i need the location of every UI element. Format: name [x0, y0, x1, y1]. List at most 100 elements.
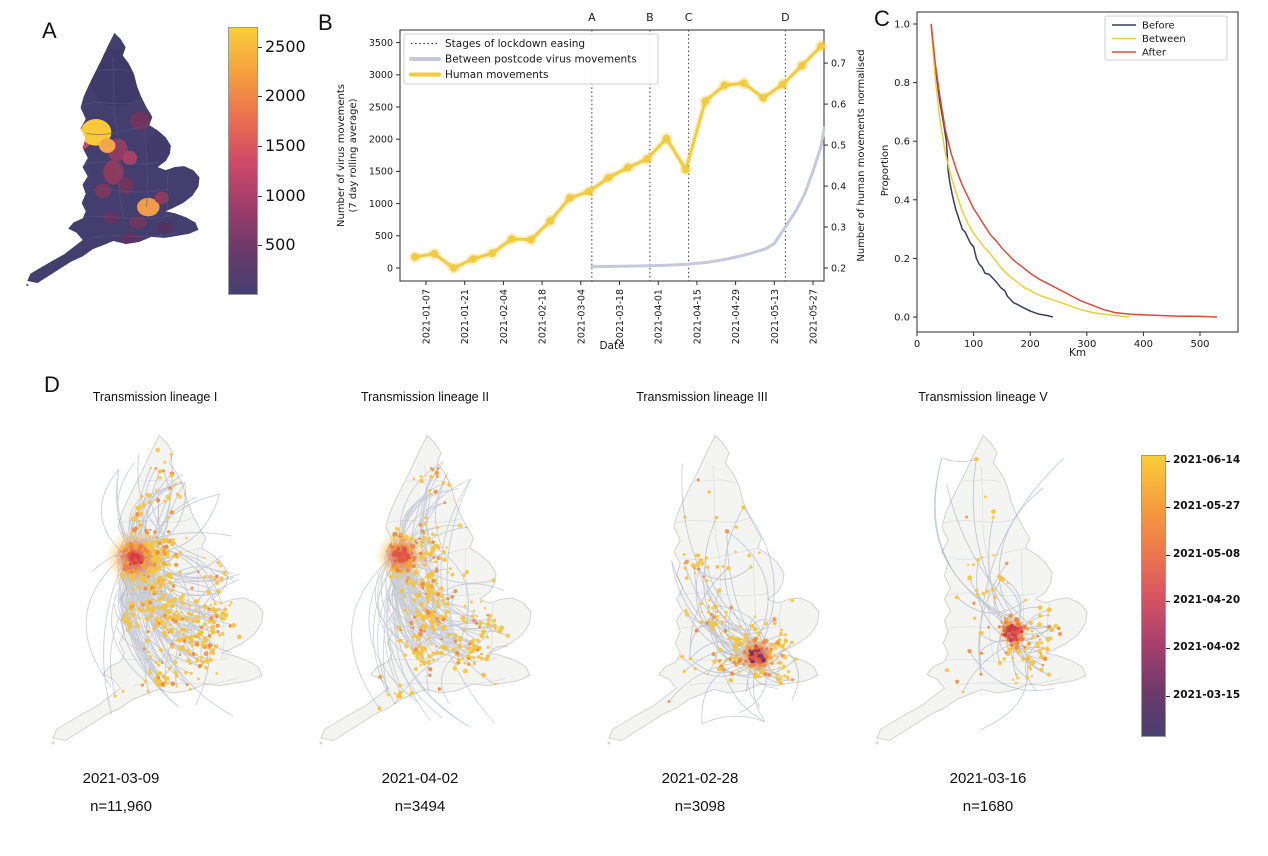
svg-text:0.2: 0.2 — [831, 263, 846, 274]
svg-text:3000: 3000 — [369, 70, 393, 81]
svg-text:2021-05-27: 2021-05-27 — [809, 289, 820, 344]
before-curve — [930, 23, 1053, 318]
svg-text:B: B — [646, 11, 654, 24]
svg-text:0: 0 — [914, 339, 920, 350]
panel-a-colorbar — [228, 27, 258, 295]
panel-a-colorbar-tick-label: 500 — [265, 235, 296, 255]
svg-text:2021-04-29: 2021-04-29 — [731, 289, 742, 344]
panel-d-colorbar-tick — [1166, 695, 1170, 697]
england-outline — [52, 434, 264, 742]
svg-text:Number of virus movements: Number of virus movements — [336, 84, 347, 227]
panel-d-colorbar-tick-label: 2021-04-20 — [1173, 594, 1241, 607]
panel-a-label: A — [42, 18, 58, 43]
panel-b-timeseries-chart: 0 500 1000 1500 2000 2500 3000 3500 0.2 0.3 0.4 0.5… — [336, 11, 867, 352]
svg-text:Proportion: Proportion — [880, 145, 891, 197]
lineage-1-map — [51, 434, 264, 745]
panel-a-colorbar-tick-label: 2500 — [265, 36, 306, 56]
panel-a-colorbar-tick — [258, 195, 262, 197]
after-curve — [930, 23, 1218, 318]
panel-a-colorbar-tick-label: 1500 — [265, 135, 306, 155]
svg-text:2021-03-18: 2021-03-18 — [615, 289, 626, 344]
svg-text:Stages of lockdown easing: Stages of lockdown easing — [445, 38, 585, 50]
panel-d-colorbar-tick-label: 2021-04-02 — [1173, 641, 1241, 654]
svg-text:A: A — [588, 11, 596, 24]
panel-d-colorbar-tick-label: 2021-05-27 — [1173, 500, 1241, 513]
panel-c-label: C — [874, 6, 891, 31]
lineage-5-map — [875, 434, 1088, 745]
panel-d-colorbar-tick — [1166, 507, 1170, 509]
panel-d-colorbar-tick — [1166, 601, 1170, 603]
svg-text:2000: 2000 — [369, 135, 393, 146]
svg-text:After: After — [1142, 48, 1167, 59]
svg-text:1500: 1500 — [369, 167, 393, 178]
svg-text:0.4: 0.4 — [894, 195, 910, 206]
between-curve — [930, 23, 1130, 318]
svg-text:Date: Date — [599, 340, 624, 352]
svg-text:0.4: 0.4 — [831, 181, 846, 192]
virus-movements-line — [590, 126, 826, 269]
panel-d-colorbar-tick-label: 2021-03-15 — [1173, 688, 1241, 701]
panel-d-colorbar-tick — [1166, 460, 1170, 462]
svg-text:0.2: 0.2 — [894, 254, 910, 265]
panel-c-distance-chart: 0 100 200 300 400 500 0.0 0.2 0.4 0.6 0.8 1.0 Km Prop… — [880, 11, 1239, 359]
svg-text:0.7: 0.7 — [831, 58, 846, 69]
svg-text:300: 300 — [1077, 339, 1096, 350]
panel-d-label: D — [44, 372, 61, 397]
svg-text:0.8: 0.8 — [894, 78, 910, 89]
svg-text:100: 100 — [964, 339, 983, 350]
panel-d-colorbar-tick — [1166, 648, 1170, 650]
panel-d-colorbar-tick-label: 2021-06-14 — [1173, 453, 1241, 466]
svg-text:0.6: 0.6 — [894, 137, 910, 148]
svg-text:400: 400 — [1134, 339, 1153, 350]
lineage-3-title: Transmission lineage III — [636, 390, 768, 404]
lineage-1-title: Transmission lineage I — [92, 390, 218, 404]
panel-b-label: B — [318, 10, 334, 35]
svg-text:(7 day rolling average): (7 day rolling average) — [348, 98, 359, 212]
svg-text:2021-04-01: 2021-04-01 — [654, 289, 665, 344]
svg-text:Between: Between — [1142, 34, 1186, 45]
svg-text:Before: Before — [1142, 21, 1175, 32]
lineage-3-count: n=3098 — [674, 798, 726, 815]
svg-text:2021-01-07: 2021-01-07 — [422, 289, 433, 344]
svg-text:2021-05-13: 2021-05-13 — [770, 289, 781, 344]
svg-text:2021-02-04: 2021-02-04 — [499, 289, 510, 344]
lineage-3-date: 2021-02-28 — [661, 770, 739, 787]
svg-text:0.0: 0.0 — [894, 313, 910, 324]
svg-text:2021-03-04: 2021-03-04 — [576, 289, 587, 344]
human-movements-line — [414, 44, 823, 270]
svg-text:0.3: 0.3 — [831, 222, 846, 233]
svg-text:2021-04-15: 2021-04-15 — [692, 289, 703, 344]
svg-text:2021-01-21: 2021-01-21 — [460, 289, 471, 344]
panel-b-legend: Stages of lockdown easing Between postcod… — [403, 33, 659, 85]
panel-c-legend: Before Between After — [1104, 15, 1228, 61]
panel-a-colorbar-tick-label: 1000 — [265, 185, 306, 205]
plot-frame — [399, 29, 825, 282]
svg-text:2500: 2500 — [369, 102, 393, 113]
lineage-2-count: n=3494 — [394, 798, 446, 815]
svg-text:1000: 1000 — [369, 199, 393, 210]
panel-a-colorbar-tick-label: 2000 — [265, 86, 306, 106]
panel-d-colorbar-tick-label: 2021-05-08 — [1173, 547, 1241, 560]
svg-text:1.0: 1.0 — [894, 20, 910, 31]
panel-a-colorbar-tick — [258, 96, 262, 98]
svg-text:0: 0 — [387, 263, 393, 274]
panel-a-colorbar-tick — [258, 46, 262, 48]
lineage-5-count: n=1680 — [962, 798, 1014, 815]
svg-text:D: D — [781, 11, 789, 24]
svg-text:0.6: 0.6 — [831, 99, 846, 110]
panel-a-choropleth-map — [26, 32, 200, 287]
svg-text:3500: 3500 — [369, 38, 393, 49]
svg-text:500: 500 — [1190, 339, 1209, 350]
lineage-2-title: Transmission lineage II — [360, 390, 490, 404]
panel-a-colorbar-tick — [258, 145, 262, 147]
lineage-2-date: 2021-04-02 — [381, 770, 459, 787]
svg-text:Between postcode virus movemen: Between postcode virus movements — [445, 54, 637, 66]
svg-text:500: 500 — [375, 231, 393, 242]
plot-frame — [916, 11, 1239, 333]
panel-d-colorbar-tick — [1166, 554, 1170, 556]
svg-text:Human movements: Human movements — [445, 69, 548, 81]
svg-text:200: 200 — [1021, 339, 1040, 350]
lineage-1-date: 2021-03-09 — [82, 770, 160, 787]
panel-d-colorbar — [1141, 455, 1166, 737]
